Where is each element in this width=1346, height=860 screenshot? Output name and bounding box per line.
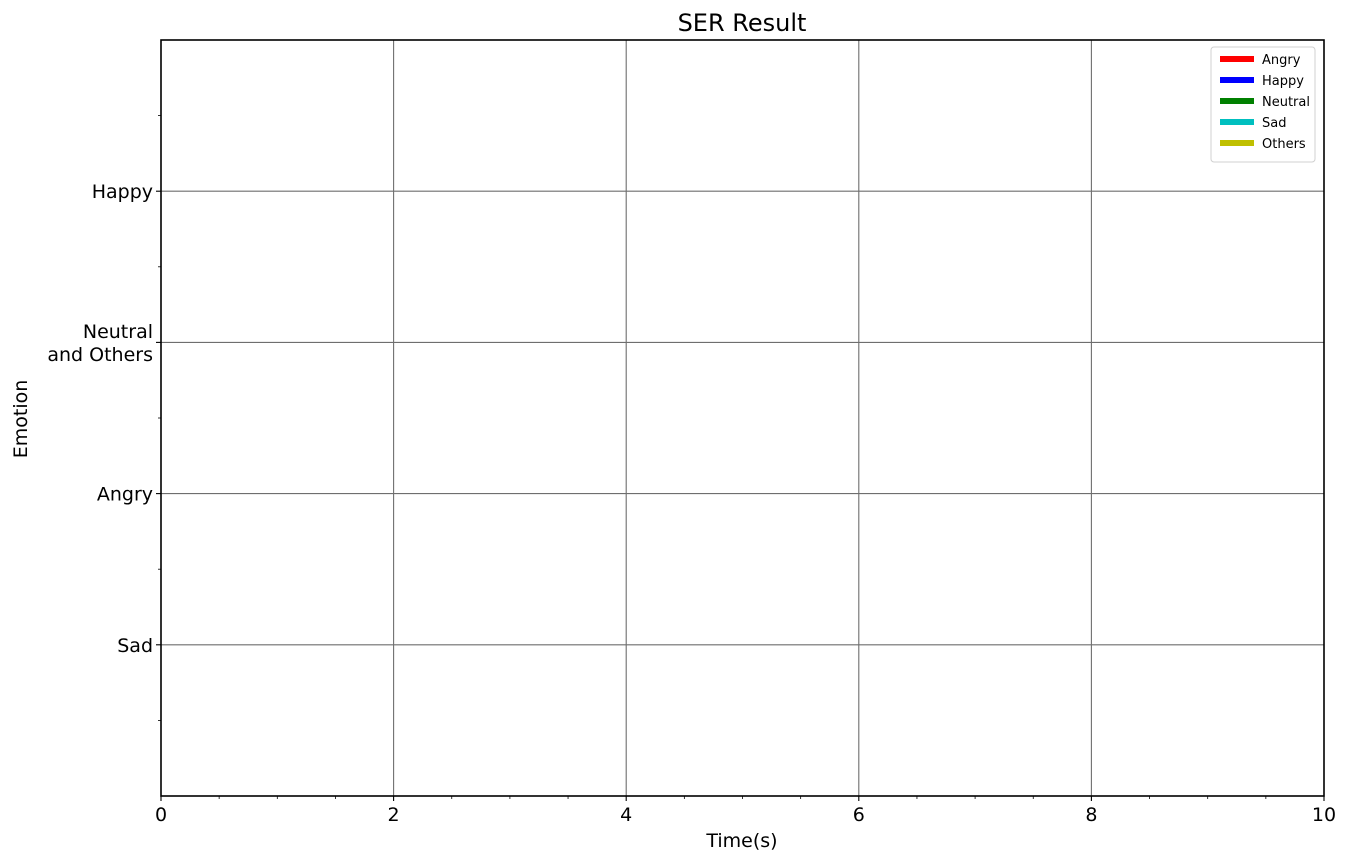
- y-axis-label: Emotion: [10, 380, 32, 459]
- y-tick-label-line: Angry: [97, 484, 153, 506]
- x-tick-label: 2: [388, 804, 400, 826]
- y-tick-label-line: Sad: [117, 635, 153, 657]
- y-axis-ticks: Sad Angry Neutral and Others Happy: [47, 115, 161, 721]
- y-tick-label-line: Happy: [92, 181, 153, 203]
- legend-label: Sad: [1262, 116, 1286, 131]
- x-tick-label: 10: [1312, 804, 1336, 826]
- y-tick-label-line: and Others: [47, 344, 153, 366]
- x-tick-label: 6: [853, 804, 865, 826]
- y-tick-label: Neutral and Others: [47, 321, 153, 366]
- y-tick-label: Angry: [97, 484, 153, 506]
- legend-label: Happy: [1262, 74, 1304, 89]
- y-tick-label: Happy: [92, 181, 153, 203]
- legend-label: Others: [1262, 137, 1306, 152]
- legend-label: Angry: [1262, 53, 1301, 68]
- y-tick-label-line: Neutral: [83, 321, 153, 343]
- x-tick-label: 4: [620, 804, 632, 826]
- y-tick-label: Sad: [117, 635, 153, 657]
- x-tick-label: 0: [155, 804, 167, 826]
- plot-area: [161, 40, 1324, 796]
- legend-box: [1210, 46, 1316, 163]
- chart-title: SER Result: [678, 9, 807, 37]
- x-axis-label: Time(s): [705, 830, 777, 852]
- x-axis-ticks: 0 2 4 6 8 10: [155, 796, 1336, 826]
- legend-label: Neutral: [1262, 95, 1310, 110]
- grid-lines: [161, 40, 1324, 796]
- x-tick-label: 8: [1085, 804, 1097, 826]
- legend: Angry Happy Neutral Sad Others: [1210, 46, 1316, 163]
